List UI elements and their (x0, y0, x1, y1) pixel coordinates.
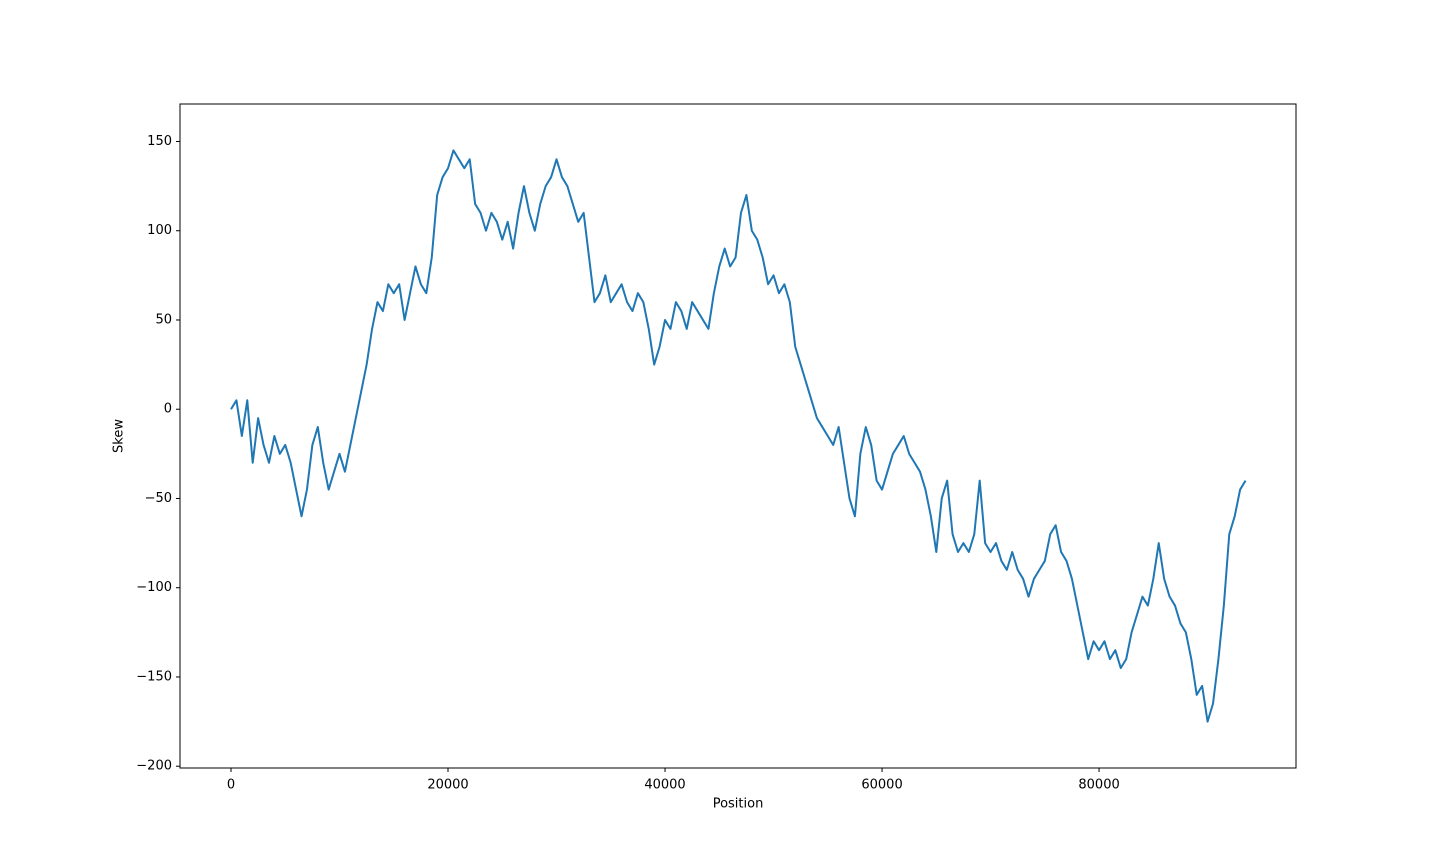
x-tick-label: 40000 (644, 778, 685, 793)
x-tick-label: 80000 (1078, 778, 1119, 793)
data-line (230, 149, 1247, 723)
y-tick-label: −200 (136, 759, 172, 774)
x-tick-label: 0 (227, 778, 235, 793)
x-tick-label: 60000 (861, 778, 902, 793)
plot-frame (179, 103, 1297, 769)
y-axis-label: Skew (112, 419, 127, 453)
y-tick-label: −100 (136, 580, 172, 595)
x-tick-label: 20000 (427, 778, 468, 793)
y-tick-label: 150 (147, 134, 172, 149)
y-tick-label: −50 (145, 491, 172, 506)
y-tick-label: 100 (147, 223, 172, 238)
y-tick-label: 0 (164, 402, 172, 417)
y-tick-label: −150 (136, 669, 172, 684)
x-axis-label: Position (713, 797, 764, 812)
y-tick-label: 50 (155, 312, 172, 327)
